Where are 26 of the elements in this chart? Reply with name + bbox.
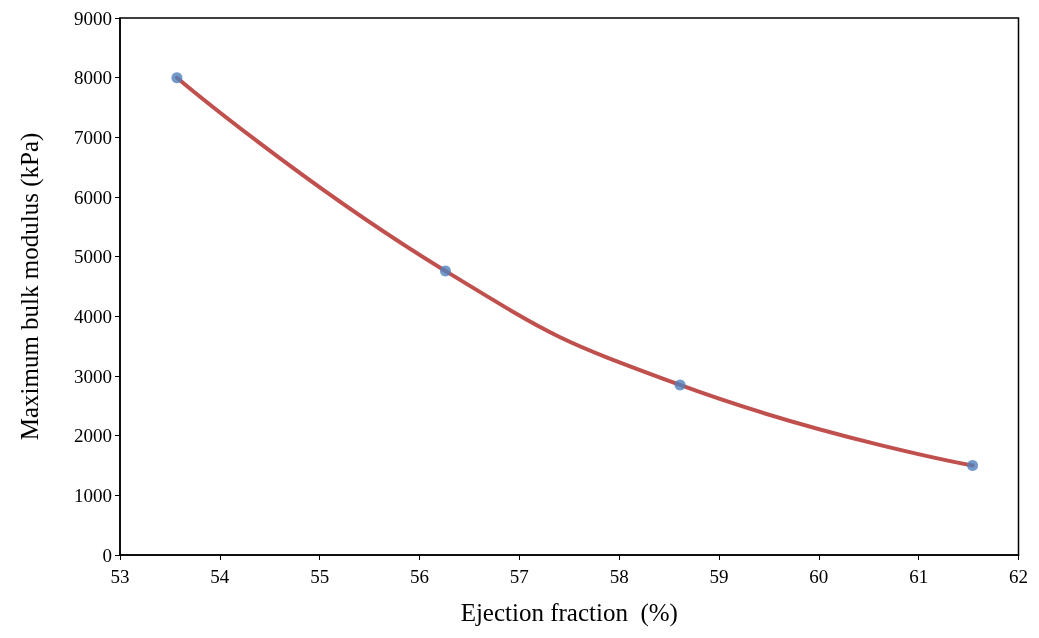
x-tick-label: 54 [210,566,230,587]
x-tick-label: 61 [909,566,929,587]
y-tick-label: 1000 [74,484,112,506]
point [674,379,686,391]
x-tick-label: 55 [310,566,330,587]
y-tick-label: 6000 [74,186,112,208]
x-tick-label: 60 [809,566,829,587]
x-tick-label: 58 [609,566,629,587]
y-tick-label: 0 [102,544,112,566]
y-tick-label: 3000 [74,365,112,387]
x-tick-label: 57 [509,566,529,587]
point [967,460,979,471]
y-tick-label: 5000 [74,246,112,268]
y-tick-label: 4000 [74,305,112,327]
x-tick-label: 62 [1009,566,1028,587]
x-tick-label: 53 [110,566,130,587]
x-tick-label: 56 [410,566,429,587]
point [439,265,451,277]
x-axis-title: Ejection fraction (%) [460,599,678,627]
y-tick-label: 7000 [74,126,112,148]
y-axis-title: Maximum bulk modulus (kPa) [16,132,44,441]
x-tick-label: 59 [709,566,729,587]
point [171,72,183,84]
y-tick-label: 8000 [74,67,112,89]
y-tick-label: 9000 [74,7,112,29]
y-tick-label: 2000 [74,425,112,447]
